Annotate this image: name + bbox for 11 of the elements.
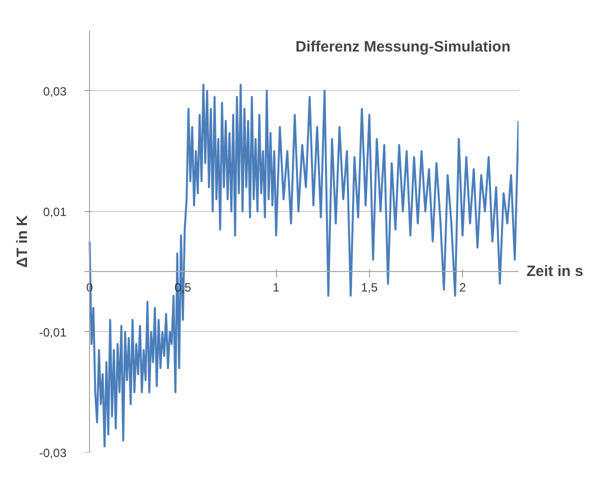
y-tick-label: -0,03 [39, 446, 67, 460]
text: Differenz Messung-Simulation [295, 38, 511, 56]
line-series [88, 84, 518, 448]
x-tick-label: 1,5 [360, 280, 378, 295]
y-axis-title: ΔT in K [14, 215, 32, 268]
y-tick-label: -0,01 [39, 325, 67, 340]
y-tick-label: 0,01 [43, 204, 67, 219]
x-axis-title: Zeit in s [526, 263, 584, 280]
x-tick-label: 2 [459, 280, 466, 295]
y-tick-label: 0,03 [43, 84, 67, 98]
x-tick-label: 1 [272, 280, 280, 295]
